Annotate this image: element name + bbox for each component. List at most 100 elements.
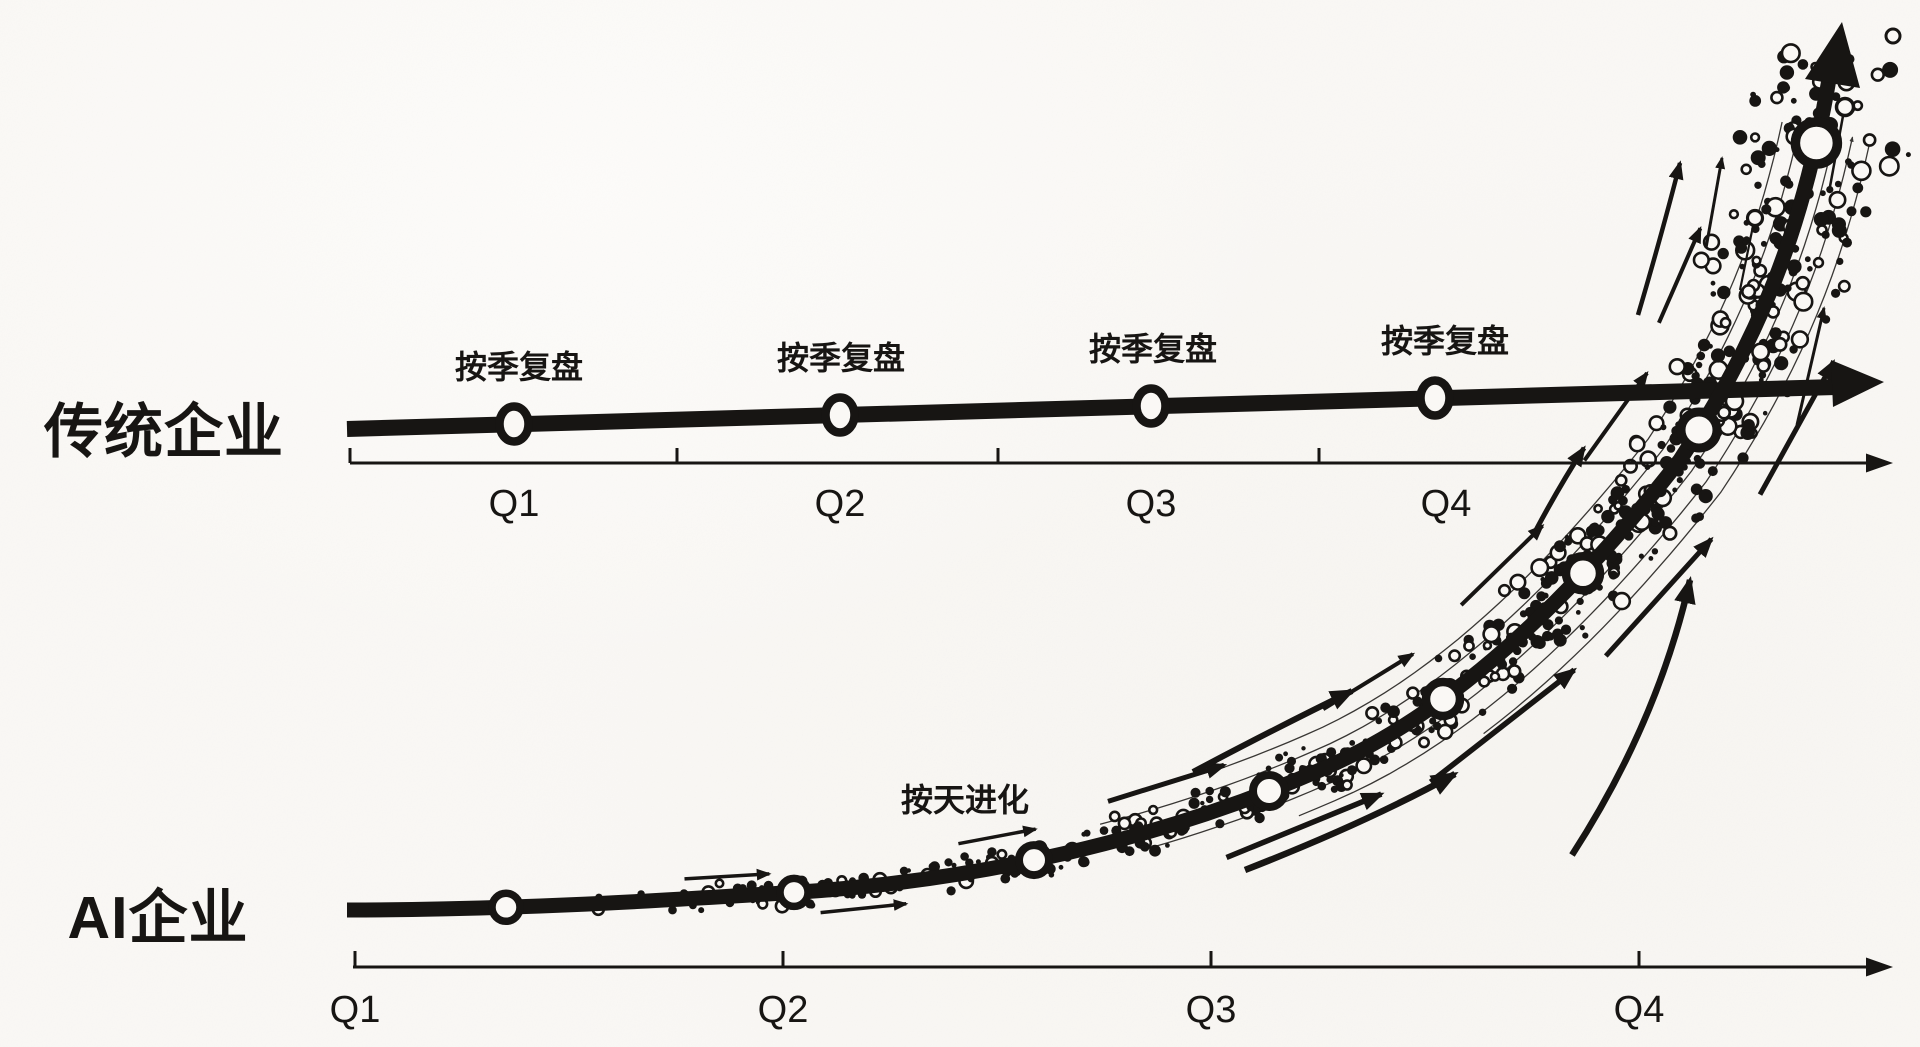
dot [1542,592,1549,599]
hollow-dot [1751,342,1771,362]
small-arrow [820,899,909,915]
pin-circle [1884,27,1902,45]
dot [1099,826,1109,835]
hollow-dot [1108,810,1121,823]
x-tick-label: Q2 [815,483,866,525]
dot [1339,773,1344,778]
ai-growth-curve [346,53,1841,918]
dot [1787,259,1802,274]
dot [1774,356,1789,371]
small-arrow [958,825,1038,846]
dot [1696,351,1706,361]
hollow-dot [1628,435,1646,453]
dot [1831,222,1847,238]
ai-curve-arrowhead-icon [1805,22,1860,88]
dot [946,886,956,896]
dot [1478,708,1487,716]
traditional-line-arrowhead-icon [1831,360,1884,407]
dot [987,847,997,857]
dot [1544,571,1559,585]
dot [1761,204,1772,215]
dot [1275,753,1284,762]
dot [1660,424,1667,431]
quarterly-review-label: 按季复盘 [1381,323,1509,359]
dot [1905,152,1911,158]
dot [1769,327,1782,340]
hollow-dot [1728,209,1740,220]
dot [1657,440,1666,450]
hollow-dot [1662,525,1678,541]
dot [1693,454,1702,463]
hollow-dot [1593,503,1603,514]
dot [1139,845,1145,850]
hollow-dot [1406,686,1420,700]
swoosh-arrow [1569,576,1696,857]
dot [1219,786,1231,798]
dot [1790,97,1797,104]
dot [1807,266,1813,272]
hollow-dot [1772,336,1788,352]
dot [1732,130,1748,145]
hairline [1483,140,1871,735]
small-arrow [1225,791,1385,861]
dot [1672,487,1678,493]
dot [1379,755,1389,764]
small-arrow [1107,762,1228,804]
swoosh-arrow [1795,306,1827,426]
hollow-dot [1851,160,1872,182]
dot [1820,190,1826,197]
dot [1317,781,1327,791]
dot [1582,632,1589,639]
dot [1205,786,1214,796]
pin-circle [1834,96,1856,118]
day-marker [1249,771,1289,811]
quarter-marker [821,393,859,437]
dot [1884,141,1901,157]
hollow-dot [1780,43,1801,64]
dot [1205,795,1214,804]
dot [1754,181,1762,189]
hollow-dot [1828,190,1847,209]
dot [1588,522,1601,535]
dot [944,858,953,867]
hollow-dot [1878,155,1900,177]
dot [1737,452,1749,464]
day-marker [776,874,812,911]
x-tick-label: Q4 [1614,989,1665,1031]
dot [1789,345,1798,354]
hairline [1219,121,1783,770]
dot [1575,610,1581,615]
hollow-dot [1463,640,1475,652]
dot [1723,345,1736,358]
dot [1608,570,1618,580]
hollow-dot [1862,133,1877,147]
hollow-dot [1147,804,1159,816]
quarter-marker [495,402,533,446]
hollow-dot [1612,591,1632,611]
dot [1710,291,1717,297]
dot [1735,242,1748,254]
hollow-dot [1740,284,1757,300]
pin-stem [1738,225,1755,291]
traditional-growth-line [346,379,1837,437]
hollow-dot [996,848,1008,860]
hollow-dot [1614,473,1628,487]
small-arrow [1459,524,1545,607]
dot [1078,856,1090,868]
traditional-series-label: 传统企业 [43,399,284,465]
dot [1651,548,1659,555]
dot [1663,400,1677,414]
day-marker [1676,407,1722,453]
dot [1349,740,1356,746]
dot [668,905,677,915]
dot [1081,831,1087,837]
dot [1283,751,1288,757]
hollow-dot [1740,163,1752,176]
hollow-dot [714,878,725,889]
dot [1651,507,1665,521]
dot [1149,844,1161,857]
dot [1000,873,1011,884]
dot [1553,540,1566,553]
hollow-dot [1793,291,1814,312]
